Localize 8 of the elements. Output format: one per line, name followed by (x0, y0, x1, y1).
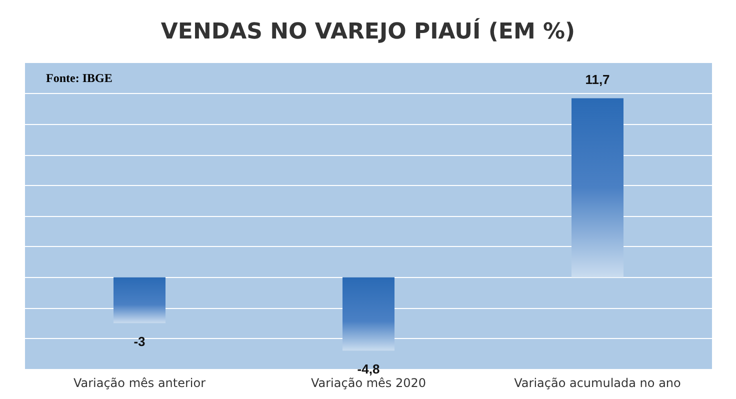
x-tick-label: Variação mês anterior (73, 376, 206, 390)
data-label: 11,7 (585, 72, 610, 88)
data-label: -4,8 (357, 362, 380, 377)
annotation: Fonte: IBGE (46, 71, 112, 85)
x-tick-label: Variação mês 2020 (310, 376, 426, 390)
chart-title: VENDAS NO VAREJO PIAUÍ (EM %) (160, 18, 576, 44)
x-tick-label: Variação acumulada no ano (514, 376, 681, 390)
data-label: -3 (134, 334, 146, 350)
